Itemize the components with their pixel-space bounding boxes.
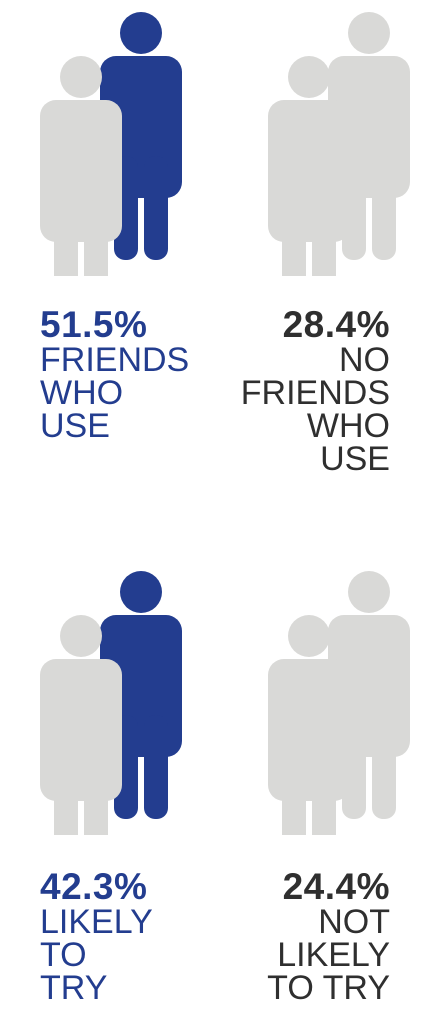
stat-label-line: TO <box>40 936 87 974</box>
stat-label-line: FRIENDS <box>40 341 190 379</box>
stat-not-likely-to-try: 24.4% NOT LIKELY TO TRY <box>220 866 390 1007</box>
figure-pair-likely-to-try <box>40 571 182 835</box>
stat-value: 24.4% <box>282 866 390 907</box>
figure-pair-not-likely-to-try <box>268 571 410 835</box>
stat-label-line: NOT <box>318 903 390 941</box>
figure-pair-friends-who-use <box>40 12 182 276</box>
stat-label-line: LIKELY <box>40 903 153 941</box>
stat-no-friends-who-use: 28.4% NO FRIENDS WHO USE <box>220 304 390 478</box>
stat-label-line: FRIENDS <box>240 374 390 412</box>
stat-label-line: TO TRY <box>267 969 390 1007</box>
stat-value: 28.4% <box>282 304 390 345</box>
stat-label-line: LIKELY <box>277 936 390 974</box>
stat-label-line: WHO <box>306 407 390 445</box>
stat-label-line: WHO <box>40 374 124 412</box>
stat-label-line: USE <box>40 407 110 445</box>
stat-label-line: NO <box>339 341 390 379</box>
stat-label-line: TRY <box>40 969 108 1007</box>
stat-likely-to-try: 42.3% LIKELY TO TRY <box>40 866 210 1007</box>
figure-pair-no-friends-who-use <box>268 12 410 276</box>
stat-value: 51.5% <box>40 304 148 345</box>
stat-label-line: USE <box>320 440 390 478</box>
stat-value: 42.3% <box>40 866 148 907</box>
stat-friends-who-use: 51.5% FRIENDS WHO USE <box>40 304 210 445</box>
